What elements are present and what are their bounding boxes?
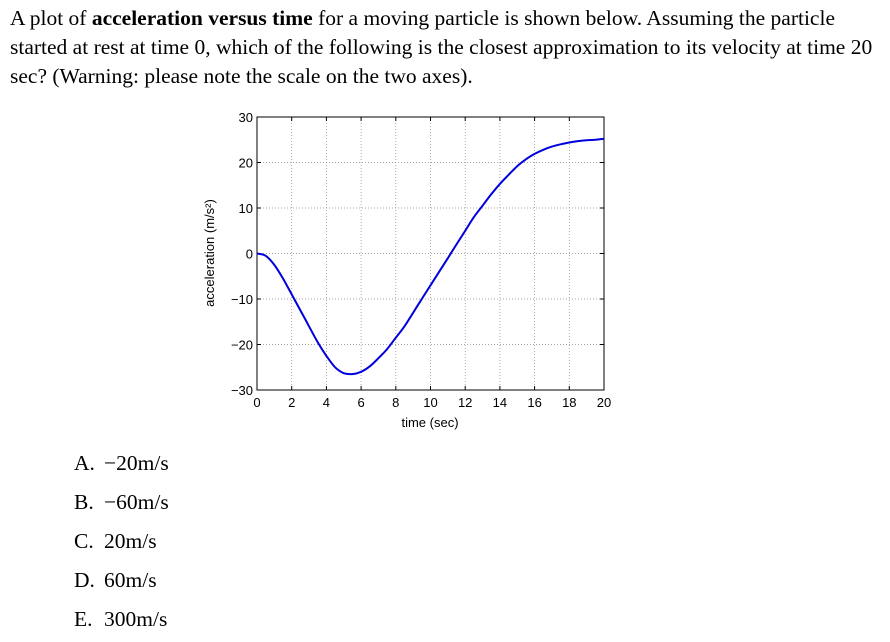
- x-tick-label: 4: [323, 395, 330, 410]
- choice-text: −60m/s: [104, 490, 169, 514]
- y-tick-label: −10: [231, 292, 253, 307]
- choice-text: −20m/s: [104, 451, 169, 475]
- choice-text: 60m/s: [104, 568, 157, 592]
- y-tick-label: 20: [239, 156, 253, 171]
- answer-choices: A. −20m/s B. −60m/s C. 20m/s D. 60m/s E. 300m/s: [74, 447, 169, 642]
- choice-letter: A.: [74, 451, 95, 475]
- y-tick-label: −20: [231, 338, 253, 353]
- choice-letter: C.: [74, 529, 94, 553]
- x-tick-label: 10: [423, 395, 437, 410]
- y-tick-label: 10: [239, 201, 253, 216]
- y-axis-label: acceleration (m/s²): [202, 199, 217, 307]
- y-tick-label: 30: [239, 110, 253, 125]
- acceleration-time-chart: 0 2 4 6 8 10 12 14 16 18 20 30 20 10 0 −10 −20 −30 time (…: [202, 110, 611, 430]
- x-tick-label: 6: [357, 395, 364, 410]
- answer-choice: E. 300m/s: [74, 603, 169, 642]
- question-bold-phrase: acceleration versus time: [91, 6, 313, 30]
- series-line: [256, 137, 605, 376]
- grid: [257, 117, 604, 390]
- choice-text: 300m/s: [104, 607, 168, 631]
- question-text: A plot of acceleration versus time for a…: [10, 4, 882, 91]
- ticks: 0 2 4 6 8 10 12 14 16 18 20 30 20 10 0 −10 −20 −30: [231, 110, 611, 410]
- choice-letter: B.: [74, 490, 94, 514]
- choice-text: 20m/s: [104, 529, 157, 553]
- question-part2: for a moving particle is shown below. As…: [10, 6, 873, 88]
- answer-choice: B. −60m/s: [74, 486, 169, 525]
- x-tick-label: 16: [527, 395, 541, 410]
- x-tick-label: 2: [288, 395, 295, 410]
- x-axis-label: time (sec): [401, 415, 458, 430]
- choice-letter: D.: [74, 568, 95, 592]
- x-tick-label: 12: [458, 395, 472, 410]
- answer-choice: A. −20m/s: [74, 447, 169, 486]
- x-tick-label: 18: [562, 395, 576, 410]
- choice-letter: E.: [74, 607, 93, 631]
- answer-choice: D. 60m/s: [74, 564, 169, 603]
- question-part1: A plot of: [10, 6, 92, 30]
- answer-choice: C. 20m/s: [74, 525, 169, 564]
- y-tick-label: −30: [231, 383, 253, 398]
- y-tick-label: 0: [246, 247, 253, 262]
- x-tick-label: 8: [392, 395, 399, 410]
- x-tick-label: 0: [253, 395, 260, 410]
- x-tick-label: 20: [597, 395, 611, 410]
- x-tick-label: 14: [493, 395, 507, 410]
